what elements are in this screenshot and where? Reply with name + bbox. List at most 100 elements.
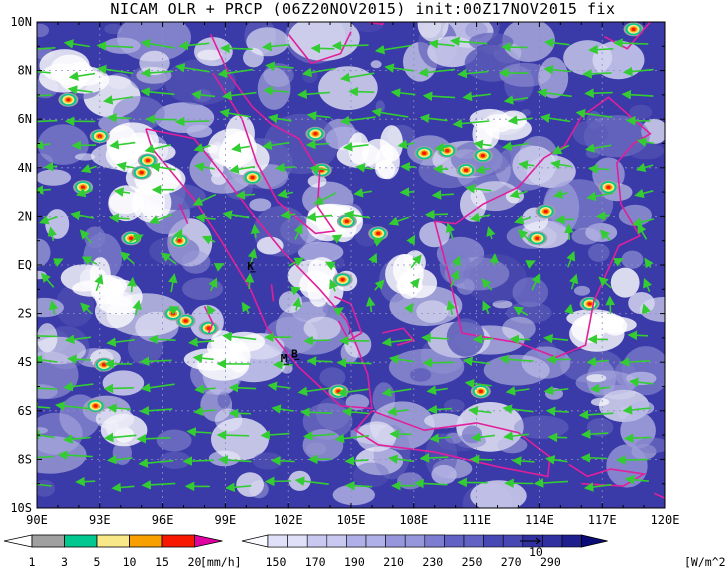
cloud-patch (315, 205, 350, 236)
wind-vector (140, 68, 174, 78)
cloud-patch (419, 221, 450, 248)
precip-cell (463, 168, 469, 173)
wind-vector (340, 72, 375, 83)
coastline (654, 492, 665, 500)
wind-vector (79, 229, 93, 244)
precip-cell (170, 311, 176, 316)
wind-vector (213, 263, 225, 272)
wind-vector (216, 430, 250, 440)
wind-vector (533, 478, 569, 488)
wind-vector (552, 189, 568, 199)
wind-vector (150, 162, 176, 173)
wind-vector (48, 300, 59, 315)
cloud-patch (492, 300, 513, 309)
colorbar-box (306, 534, 328, 548)
wind-vector (206, 304, 216, 316)
colorbar-box (346, 534, 367, 548)
precip-cell (535, 236, 540, 241)
colorbar-label: 230 (422, 555, 443, 569)
wind-vector (192, 353, 214, 363)
wind-vector (106, 403, 131, 413)
coastline (178, 203, 189, 225)
wind-vector (427, 404, 453, 415)
colorbar-label: 210 (383, 555, 404, 569)
colorbar-lower-arrow (3, 534, 33, 548)
chart-title: NICAM OLR + PRCP (06Z20NOV2015) init:00Z… (110, 0, 616, 18)
lon-tick-label: 120E (651, 513, 680, 527)
wind-vector (139, 405, 173, 416)
wind-vector (192, 193, 217, 206)
cloud-patch (578, 312, 625, 331)
lat-tick-label: 6N (18, 112, 32, 126)
wind-vector (218, 455, 252, 465)
lat-tick-label: 2N (18, 209, 32, 223)
wind-vector (446, 300, 456, 316)
wind-vector (119, 251, 135, 265)
wind-vector (503, 95, 529, 105)
wind-vector (329, 278, 339, 292)
wind-vector (469, 454, 493, 465)
wind-vector (293, 223, 303, 240)
wind-vector (384, 63, 414, 73)
lat-tick-label: 6S (18, 404, 32, 418)
wind-vector (475, 164, 491, 175)
colorbar-upper-arrow (581, 534, 608, 548)
wind-vector (106, 454, 133, 465)
cloud-patch (60, 264, 108, 292)
wind-vector (613, 258, 624, 267)
wind-vector (127, 276, 137, 293)
wind-vector (470, 432, 495, 442)
wind-vector (503, 431, 529, 441)
wind-vector (263, 86, 289, 96)
wind-vector (40, 272, 55, 288)
wind-vector (451, 255, 461, 268)
wind-vector (38, 215, 58, 225)
wind-vector (132, 299, 142, 316)
wind-vector (462, 91, 491, 102)
wind-vector (225, 482, 252, 493)
wind-vector (337, 387, 369, 397)
wind-vector (564, 303, 574, 315)
wind-vector (193, 143, 211, 153)
wind-vector (275, 162, 296, 173)
colorbar-box (542, 534, 563, 548)
wind-vector (517, 229, 531, 242)
cloud-patch (502, 22, 555, 62)
wind-vector (551, 144, 570, 154)
cloud-patch (431, 464, 457, 485)
wind-vector (324, 261, 337, 271)
colorbar-box (287, 534, 308, 548)
wind-vector (140, 38, 175, 49)
cloud-patch (610, 267, 640, 298)
precip-cell (587, 302, 592, 306)
wind-vector (37, 383, 58, 394)
lat-tick-label: 8N (18, 64, 32, 78)
wind-vector (622, 66, 654, 77)
cloud-patch (586, 374, 607, 383)
wind-vector (136, 433, 171, 444)
cloud-patch (37, 412, 83, 455)
wind-vector (116, 161, 135, 171)
precip-cell (183, 319, 188, 323)
longitude-labels: 90E 93E 96E 99E 102E 105E 108E 111E 114E 117E 120E (26, 513, 679, 527)
wind-vector (265, 61, 294, 71)
precip-cell (80, 185, 86, 190)
wind-vector (178, 40, 210, 51)
wind-vector (507, 115, 533, 125)
lat-tick-label: 8S (18, 452, 32, 466)
lon-tick-label: 90E (26, 513, 48, 527)
wind-vector (473, 139, 492, 150)
coastline (433, 96, 652, 359)
cloud-patch (590, 397, 610, 407)
wind-vector (426, 385, 448, 395)
wind-vector (194, 162, 215, 172)
wind-vector (464, 378, 492, 389)
cloud-patch (297, 241, 344, 263)
wind-vector (615, 455, 649, 465)
wind-vector (247, 248, 258, 267)
wind-vector (262, 41, 290, 52)
wind-vector (388, 354, 414, 365)
wind-vector (578, 410, 614, 420)
map-plot: 10N 8N 6N 4N 2N EQ 2S 4S 6S 8S 10S 90E 93E 96E 99E 102… (10, 15, 679, 527)
colorbar-box (267, 534, 288, 548)
